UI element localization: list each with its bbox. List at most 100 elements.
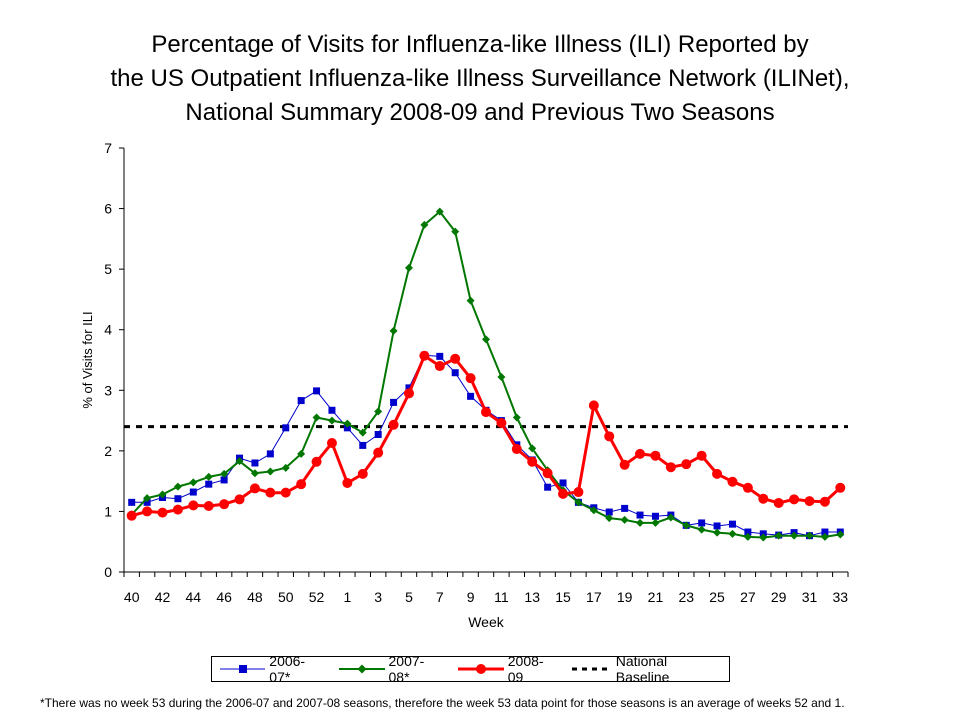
data-point-2007-08	[312, 413, 321, 422]
data-point-2007-08	[404, 263, 413, 272]
data-point-2006-07	[266, 450, 274, 458]
data-point-2007-08	[204, 472, 213, 481]
footnote: *There was no week 53 during the 2006-07…	[40, 696, 845, 710]
y-tick-label: 4	[104, 322, 112, 338]
data-point-2007-08	[728, 529, 737, 538]
x-tick-label: 50	[278, 589, 294, 605]
data-point-2008-09	[465, 373, 476, 384]
data-point-2008-09	[542, 468, 553, 479]
data-point-2008-09	[681, 459, 692, 470]
data-point-2008-09	[450, 353, 461, 364]
y-tick-label: 0	[104, 564, 112, 580]
data-point-2006-07	[728, 520, 736, 528]
data-point-2006-07	[559, 479, 567, 487]
data-point-2008-09	[819, 496, 830, 507]
data-point-2006-07	[744, 528, 752, 536]
data-point-2007-08	[743, 532, 752, 541]
x-tick-label: 46	[216, 589, 232, 605]
data-point-2007-08	[820, 532, 829, 541]
data-point-2008-09	[773, 497, 784, 508]
data-point-2006-07	[821, 528, 829, 536]
data-point-2008-09	[635, 448, 646, 459]
data-point-2007-08	[697, 525, 706, 534]
data-point-2008-09	[188, 500, 199, 511]
data-point-2008-09	[126, 510, 137, 521]
data-point-2007-08	[836, 530, 845, 539]
legend-label-2008-09: 2008-09	[507, 653, 544, 685]
data-point-2007-08	[682, 521, 691, 530]
data-point-2008-09	[388, 419, 399, 430]
data-point-2008-09	[619, 459, 630, 470]
x-tick-label: 52	[309, 589, 325, 605]
data-point-2008-09	[357, 468, 368, 479]
data-point-2008-09	[527, 456, 538, 467]
y-tick-label: 3	[104, 382, 112, 398]
x-tick-label: 13	[524, 589, 540, 605]
data-point-2007-08	[143, 494, 152, 503]
data-point-2007-08	[512, 413, 521, 422]
data-point-2006-07	[713, 522, 721, 530]
legend-swatch-2006-07	[220, 665, 266, 673]
data-point-2006-07	[220, 476, 228, 484]
x-tick-label: 27	[740, 589, 756, 605]
x-tick-label: 9	[467, 589, 475, 605]
data-point-2007-08	[805, 531, 814, 540]
data-point-2008-09	[665, 462, 676, 473]
data-point-2008-09	[727, 476, 738, 487]
data-point-2008-09	[696, 450, 707, 461]
chart-legend: 2006-07* 2007-08* 2008-09 National Basel…	[211, 653, 730, 685]
x-tick-label: 42	[155, 589, 171, 605]
data-point-2007-08	[158, 490, 167, 499]
data-point-2006-07	[405, 384, 413, 392]
x-tick-label: 25	[709, 589, 725, 605]
data-point-2007-08	[235, 457, 244, 466]
x-tick-label: 21	[648, 589, 664, 605]
data-point-2007-08	[327, 416, 336, 425]
legend-item-2007-08: 2007-08*	[339, 653, 444, 685]
data-point-2006-07	[174, 495, 182, 503]
data-point-2006-07	[544, 483, 552, 491]
data-point-2006-07	[374, 431, 382, 439]
data-point-2008-09	[481, 407, 491, 418]
data-point-2006-07	[205, 480, 213, 488]
data-point-2008-09	[835, 482, 846, 493]
legend-item-2008-09: 2008-09	[458, 653, 558, 685]
data-point-2008-09	[804, 496, 815, 507]
data-point-2008-09	[558, 488, 569, 499]
legend-item-2006-07: 2006-07*	[220, 653, 325, 685]
data-point-2006-07	[189, 488, 197, 496]
data-point-2007-08	[528, 444, 537, 453]
data-point-2006-07	[282, 424, 290, 432]
data-point-2008-09	[326, 437, 337, 448]
data-point-2006-07	[251, 459, 259, 467]
data-point-2008-09	[573, 487, 584, 498]
x-tick-label: 7	[436, 589, 444, 605]
data-point-2008-09	[172, 504, 183, 515]
data-point-2006-07	[128, 498, 136, 506]
data-point-2008-09	[249, 483, 260, 494]
data-point-2006-07	[651, 512, 659, 520]
y-tick-label: 1	[104, 503, 112, 519]
series-line-2008-09	[131, 354, 842, 518]
x-tick-label: 40	[124, 589, 140, 605]
data-point-2007-08	[466, 296, 475, 305]
data-point-2006-07	[143, 498, 151, 506]
data-point-2007-08	[574, 498, 583, 507]
data-point-2008-09	[157, 507, 168, 518]
data-point-2006-07	[297, 397, 305, 405]
data-point-2008-09	[280, 487, 291, 498]
data-point-2007-08	[605, 514, 614, 523]
data-point-2008-09	[604, 431, 615, 442]
data-point-2006-07	[451, 369, 459, 377]
x-tick-label: 3	[374, 589, 382, 605]
data-point-2007-08	[435, 207, 444, 216]
data-point-2007-08	[220, 469, 229, 478]
legend-swatch-baseline	[572, 667, 612, 671]
data-point-2008-09	[265, 487, 276, 498]
x-tick-label: 48	[247, 589, 263, 605]
data-point-2007-08	[281, 463, 290, 472]
x-tick-label: 19	[617, 589, 633, 605]
y-tick-label: 7	[104, 140, 112, 156]
data-point-2008-09	[758, 493, 769, 504]
data-point-2007-08	[389, 326, 398, 335]
